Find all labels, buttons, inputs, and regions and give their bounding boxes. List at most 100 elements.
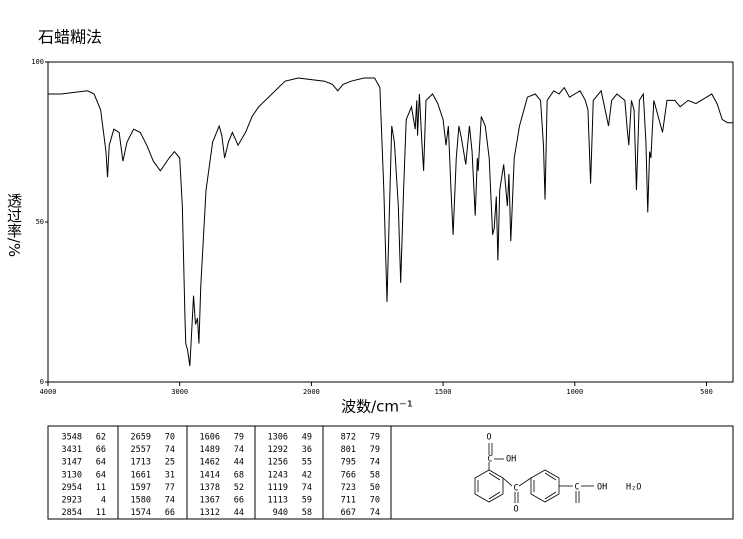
peak-transmittance: 68 [234, 470, 244, 480]
peak-wavenumber: 1367 [200, 496, 220, 506]
peak-wavenumber: 3548 [62, 433, 82, 443]
peak-transmittance: 74 [370, 458, 380, 468]
peak-wavenumber: 801 [341, 445, 356, 455]
peak-transmittance: 79 [370, 433, 380, 443]
peak-wavenumber: 3130 [62, 470, 82, 480]
benzene-ring [474, 469, 504, 503]
bond [544, 491, 557, 500]
bond [488, 472, 501, 481]
benzene-ring [530, 469, 560, 503]
peak-wavenumber: 2659 [131, 433, 151, 443]
peak-transmittance: 36 [302, 445, 312, 455]
peak-wavenumber: 667 [341, 508, 356, 518]
peak-wavenumber: 1713 [131, 458, 151, 468]
peak-wavenumber: 1256 [268, 458, 288, 468]
peak-wavenumber: 2954 [62, 483, 82, 493]
bond [518, 477, 532, 487]
atom-label: C [513, 484, 518, 494]
peak-wavenumber: 1597 [131, 483, 151, 493]
x-tick-label: 1000 [566, 388, 583, 396]
peak-transmittance: 44 [234, 458, 244, 468]
peak-transmittance: 74 [234, 445, 244, 455]
x-tick-label: 2000 [303, 388, 320, 396]
peak-wavenumber: 1113 [268, 496, 288, 506]
peak-wavenumber: 1243 [268, 470, 288, 480]
peak-wavenumber: 2557 [131, 445, 151, 455]
peak-wavenumber: 1462 [200, 458, 220, 468]
peak-transmittance: 25 [165, 458, 175, 468]
x-axis-label: 波数/cm⁻¹ [341, 398, 413, 416]
peak-wavenumber: 1574 [131, 508, 151, 518]
peak-wavenumber: 872 [341, 433, 356, 443]
atom-label: O [486, 433, 491, 443]
peak-wavenumber: 711 [341, 496, 356, 506]
y-tick-label: 0 [40, 378, 44, 386]
y-axis-label: 透过率/% [5, 193, 23, 257]
peak-transmittance: 66 [234, 496, 244, 506]
peak-transmittance: 50 [370, 483, 380, 493]
peak-transmittance: 74 [370, 508, 380, 518]
table-dividers [117, 426, 392, 519]
peak-transmittance: 64 [96, 458, 106, 468]
y-tick-label: 100 [31, 58, 44, 66]
peak-transmittance: 55 [302, 458, 312, 468]
peak-wavenumber: 1489 [200, 445, 220, 455]
peak-transmittance: 58 [370, 470, 380, 480]
peak-wavenumber: 1378 [200, 483, 220, 493]
peak-transmittance: 79 [370, 445, 380, 455]
peak-transmittance: 44 [234, 508, 244, 518]
peak-wavenumber: 1306 [268, 433, 288, 443]
spectrum-line [48, 77, 733, 367]
atom-label: OH [597, 483, 607, 493]
peak-wavenumber: 1119 [268, 483, 288, 493]
peak-transmittance: 66 [96, 445, 106, 455]
peak-wavenumber: 1312 [200, 508, 220, 518]
atom-label: C [574, 483, 579, 493]
atom-label: OH [506, 455, 516, 465]
bond [502, 477, 513, 487]
peak-transmittance: 31 [165, 470, 175, 480]
plot-frame [47, 61, 734, 383]
bond [488, 491, 501, 500]
y-tick-label: 50 [36, 218, 44, 226]
peak-transmittance: 74 [302, 483, 312, 493]
peak-wavenumber: 3431 [62, 445, 82, 455]
atom-label: C [487, 455, 492, 465]
peak-wavenumber: 2923 [62, 496, 82, 506]
peak-transmittance: 77 [165, 483, 175, 493]
structure-drawing [474, 443, 594, 503]
peak-transmittance: 64 [96, 470, 106, 480]
peak-transmittance: 66 [165, 508, 175, 518]
peak-wavenumber: 940 [273, 508, 288, 518]
peak-transmittance: 59 [302, 496, 312, 506]
peak-wavenumber: 1414 [200, 470, 220, 480]
peak-transmittance: 70 [370, 496, 380, 506]
peak-wavenumber: 795 [341, 458, 356, 468]
peak-transmittance: 62 [96, 433, 106, 443]
peak-transmittance: 74 [165, 445, 175, 455]
peak-wavenumber: 723 [341, 483, 356, 493]
peak-wavenumber: 1292 [268, 445, 288, 455]
peak-wavenumber: 1661 [131, 470, 151, 480]
x-tick-label: 4000 [40, 388, 57, 396]
peak-wavenumber: 1580 [131, 496, 151, 506]
peak-wavenumber: 1606 [200, 433, 220, 443]
x-tick-label: 1500 [435, 388, 452, 396]
peak-transmittance: 58 [302, 508, 312, 518]
peak-transmittance: 42 [302, 470, 312, 480]
peak-wavenumber: 766 [341, 470, 356, 480]
peak-transmittance: 70 [165, 433, 175, 443]
atom-label: H₂O [626, 483, 641, 493]
bond [544, 472, 557, 481]
chart-title: 石蜡糊法 [38, 28, 102, 47]
peak-transmittance: 74 [165, 496, 175, 506]
peak-wavenumber: 2854 [62, 508, 82, 518]
peak-transmittance: 79 [234, 433, 244, 443]
peak-transmittance: 11 [96, 508, 106, 518]
peak-transmittance: 4 [101, 496, 106, 506]
x-tick-label: 3000 [171, 388, 188, 396]
peak-wavenumber: 3147 [62, 458, 82, 468]
atom-label: O [513, 505, 518, 515]
